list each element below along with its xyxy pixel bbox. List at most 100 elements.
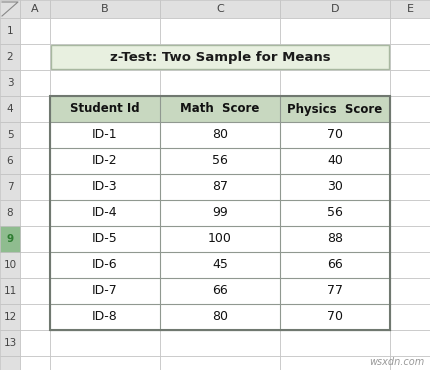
Bar bbox=[50, 148, 160, 174]
Bar bbox=[50, 44, 160, 70]
Bar bbox=[50, 96, 160, 122]
Bar bbox=[160, 226, 280, 252]
Text: 70: 70 bbox=[327, 310, 343, 323]
Bar bbox=[0, 252, 20, 278]
Bar bbox=[390, 148, 430, 174]
Bar bbox=[160, 18, 280, 44]
Bar bbox=[50, 70, 160, 96]
Text: Physics  Score: Physics Score bbox=[287, 102, 383, 115]
Text: 40: 40 bbox=[327, 155, 343, 168]
Bar bbox=[160, 174, 280, 200]
Bar bbox=[280, 0, 390, 18]
Text: 6: 6 bbox=[7, 156, 13, 166]
Bar bbox=[390, 174, 430, 200]
Text: 7: 7 bbox=[7, 182, 13, 192]
Text: 3: 3 bbox=[7, 78, 13, 88]
Bar bbox=[280, 252, 390, 278]
Bar bbox=[50, 18, 160, 44]
Bar bbox=[160, 304, 280, 330]
Bar bbox=[50, 356, 160, 370]
Text: C: C bbox=[216, 4, 224, 14]
Bar bbox=[280, 96, 390, 122]
Text: 66: 66 bbox=[327, 259, 343, 272]
Bar bbox=[160, 44, 280, 70]
Bar bbox=[20, 18, 50, 44]
Bar bbox=[20, 278, 50, 304]
Bar bbox=[0, 330, 20, 356]
Bar bbox=[20, 122, 50, 148]
Bar bbox=[280, 18, 390, 44]
Text: 9: 9 bbox=[6, 234, 14, 244]
Bar bbox=[20, 226, 50, 252]
Bar bbox=[280, 148, 390, 174]
Bar bbox=[390, 18, 430, 44]
Bar bbox=[0, 70, 20, 96]
Bar bbox=[160, 0, 280, 18]
Bar bbox=[390, 200, 430, 226]
Bar bbox=[160, 96, 280, 122]
Bar bbox=[50, 278, 160, 304]
Bar bbox=[390, 252, 430, 278]
Text: 45: 45 bbox=[212, 259, 228, 272]
Bar bbox=[280, 226, 390, 252]
Bar bbox=[0, 278, 20, 304]
Text: 80: 80 bbox=[212, 128, 228, 141]
Bar bbox=[160, 70, 280, 96]
Text: B: B bbox=[101, 4, 109, 14]
Bar bbox=[0, 148, 20, 174]
Bar bbox=[280, 304, 390, 330]
Bar bbox=[20, 304, 50, 330]
Bar bbox=[0, 18, 20, 44]
Bar bbox=[160, 148, 280, 174]
Bar bbox=[160, 356, 280, 370]
Bar bbox=[50, 96, 390, 122]
Text: ID-8: ID-8 bbox=[92, 310, 118, 323]
Text: 12: 12 bbox=[3, 312, 17, 322]
Bar bbox=[0, 44, 20, 70]
Bar bbox=[390, 304, 430, 330]
Text: 13: 13 bbox=[3, 338, 17, 348]
Bar bbox=[390, 96, 430, 122]
Bar bbox=[50, 304, 160, 330]
Bar bbox=[20, 70, 50, 96]
Text: 56: 56 bbox=[212, 155, 228, 168]
Text: ID-6: ID-6 bbox=[92, 259, 118, 272]
Bar bbox=[280, 70, 390, 96]
Text: z-Test: Two Sample for Means: z-Test: Two Sample for Means bbox=[110, 50, 330, 64]
Text: 4: 4 bbox=[7, 104, 13, 114]
Text: 100: 100 bbox=[208, 232, 232, 246]
Text: 10: 10 bbox=[3, 260, 17, 270]
Bar bbox=[280, 174, 390, 200]
Bar bbox=[50, 174, 160, 200]
Bar bbox=[20, 330, 50, 356]
Text: 99: 99 bbox=[212, 206, 228, 219]
Text: 87: 87 bbox=[212, 181, 228, 194]
Bar bbox=[390, 226, 430, 252]
Text: 1: 1 bbox=[7, 26, 13, 36]
Bar bbox=[0, 96, 20, 122]
Text: ID-1: ID-1 bbox=[92, 128, 118, 141]
Bar bbox=[0, 200, 20, 226]
Bar bbox=[50, 122, 160, 148]
Bar bbox=[50, 96, 390, 330]
Bar bbox=[51, 45, 389, 69]
Bar bbox=[50, 200, 160, 226]
Text: D: D bbox=[331, 4, 339, 14]
Bar bbox=[390, 356, 430, 370]
Text: 56: 56 bbox=[327, 206, 343, 219]
Bar bbox=[160, 252, 280, 278]
Bar bbox=[390, 44, 430, 70]
Bar bbox=[280, 278, 390, 304]
Bar bbox=[20, 148, 50, 174]
Text: ID-2: ID-2 bbox=[92, 155, 118, 168]
Bar bbox=[160, 278, 280, 304]
Text: E: E bbox=[406, 4, 414, 14]
Bar bbox=[280, 122, 390, 148]
Bar bbox=[0, 174, 20, 200]
Bar bbox=[50, 330, 160, 356]
Text: ID-7: ID-7 bbox=[92, 285, 118, 297]
Bar bbox=[0, 304, 20, 330]
Bar bbox=[390, 122, 430, 148]
Bar bbox=[0, 122, 20, 148]
Bar bbox=[20, 44, 50, 70]
